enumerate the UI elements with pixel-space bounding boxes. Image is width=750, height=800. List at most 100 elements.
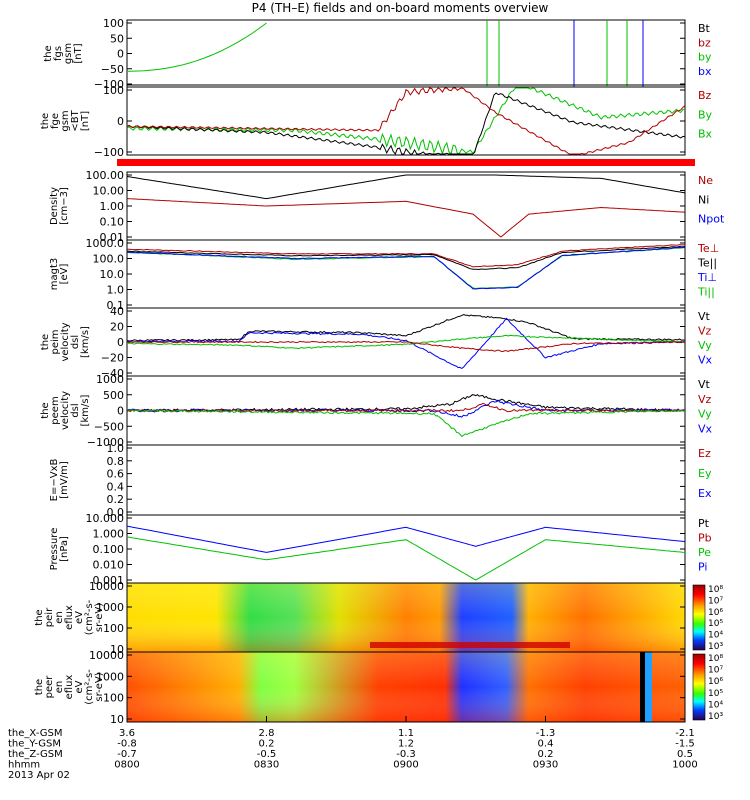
y-axis-label-part: [nT]	[73, 43, 84, 63]
colorbar-label: 10⁵	[708, 689, 723, 699]
y-tick-label: 1.0	[107, 284, 125, 297]
legend-entry: Vx	[698, 354, 713, 367]
y-axis-label-part: (cm²-s-	[84, 669, 95, 705]
y-tick-label: 1000	[96, 601, 124, 614]
y-axis-label-part: [nPa]	[59, 536, 70, 562]
x-tick-label: 0.5	[677, 749, 693, 760]
y-axis-label-part: [nT]	[80, 111, 91, 131]
x-tick-label: -0.8	[117, 739, 137, 750]
x-tick-label: -0.5	[257, 749, 277, 760]
y-axis-label-part: eflux	[64, 675, 75, 700]
trace-temp-0	[127, 244, 686, 268]
x-tick-label: 0900	[393, 760, 418, 771]
y-axis-label-part: eV	[74, 611, 85, 624]
x-tick-label: 0.4	[538, 739, 554, 750]
y-axis-label-part: the	[40, 334, 51, 350]
x-tick-label: 0930	[533, 760, 558, 771]
y-tick-label: 1.000	[93, 528, 125, 541]
legend-entry: Pb	[698, 532, 712, 545]
y-tick-label: 50	[110, 32, 124, 45]
y-axis-label-part: sr-eV)	[94, 603, 105, 632]
y-axis-label-part: dsl	[70, 403, 81, 417]
colorbar-peir	[692, 584, 706, 651]
y-axis-label-part: [cm−3]	[59, 187, 70, 225]
y-tick-label: 1000	[96, 670, 124, 683]
colorbar-label: 10⁸	[708, 585, 723, 595]
trace-peim-1	[126, 317, 686, 369]
y-tick-label: 0	[117, 115, 124, 128]
y-tick-label: 100	[103, 84, 124, 97]
y-tick-label: 100.00	[86, 169, 125, 182]
y-axis-label-part: <BT	[70, 109, 81, 131]
y-axis-label: Pressure[nPa]	[49, 528, 70, 571]
legend-entry: Bt	[698, 22, 711, 35]
y-tick-label: 10.0	[100, 268, 125, 281]
x-tick-label: -0.3	[396, 749, 416, 760]
y-tick-label: 1.00	[100, 200, 125, 213]
y-axis-label-part: gsm	[63, 43, 74, 64]
x-tick-label: 3.6	[119, 728, 135, 739]
y-axis-label: Density[cm−3]	[49, 187, 70, 225]
trace-temp-2	[126, 247, 686, 290]
y-tick-label: 0.0	[107, 506, 125, 519]
y-tick-label: −20	[101, 352, 124, 365]
y-tick-label: 10	[110, 713, 124, 726]
trace-peim-3	[126, 340, 686, 353]
y-axis-label: thepeimvelocitydsl[km/s]	[40, 322, 91, 361]
panel-frame	[126, 86, 686, 156]
trace-peim-2	[126, 334, 686, 350]
y-tick-label: 0	[117, 336, 124, 349]
legend-entry: Ti||	[697, 286, 715, 299]
y-tick-label: 100.0	[93, 253, 125, 266]
legend-entry: Ez	[698, 447, 711, 460]
y-axis-label-part: [eV]	[59, 264, 70, 285]
y-tick-label: 0	[117, 405, 124, 418]
legend-entry: Pe	[698, 546, 711, 559]
y-axis-label: thepeemvelocitydsl[km/s]	[40, 391, 91, 430]
legend-entry: by	[698, 51, 712, 64]
trace-Bt	[126, 92, 686, 155]
y-tick-label: 40	[110, 305, 124, 318]
bottom-axis-row-label: the_Z-GSM	[8, 749, 63, 760]
y-axis-label-part: (cm²-s-	[84, 599, 95, 635]
y-tick-label: 0.2	[107, 493, 125, 506]
separator-bar	[117, 159, 695, 166]
colorbar-label: 10⁶	[708, 677, 723, 687]
legend-entry: Ey	[698, 467, 712, 480]
trace-By	[126, 87, 686, 156]
y-axis-label-part: the	[34, 609, 45, 625]
legend-entry: Ni	[698, 193, 709, 206]
y-tick-label: 10.000	[86, 512, 125, 525]
colorbar-label: 10⁸	[708, 654, 723, 664]
y-axis-label: thepeirenefluxeV(cm²-s-sr-eV)	[34, 599, 105, 635]
spectrogram-shading	[127, 652, 685, 722]
colorbar-label: 10³	[708, 712, 723, 722]
trace-peem-2	[126, 402, 685, 413]
legend-entry: Te||	[697, 257, 717, 270]
legend-entry: Vz	[698, 393, 712, 406]
y-tick-label: 0.100	[93, 543, 125, 556]
trace-Ni	[126, 174, 686, 200]
colorbar-label: 10⁴	[708, 700, 723, 710]
panel-frame	[126, 514, 686, 584]
legend-entry: Vy	[698, 339, 712, 352]
y-axis-label-part: Pressure	[49, 528, 60, 571]
x-tick-label: -0.7	[117, 749, 137, 760]
y-tick-label: 10.00	[93, 185, 125, 198]
trace-Pi	[126, 525, 686, 553]
bottom-axis-row-label: the_Y-GSM	[8, 739, 61, 750]
x-tick-label: 1.2	[398, 739, 414, 750]
y-axis-label-part: [km/s]	[80, 394, 91, 426]
panel-efield: 1.00.80.60.40.20.0 E=−VxB[mV/m] Ez Ey Ex	[49, 442, 712, 519]
y-axis-label: thefgegsm<BT[nT]	[40, 109, 91, 131]
y-tick-label: −50	[101, 63, 124, 76]
y-axis-label-part: the	[40, 402, 51, 418]
y-axis-label: thefgsgsm[nT]	[43, 43, 84, 64]
trace-by	[127, 22, 267, 72]
y-axis-label-part: peir	[44, 607, 55, 627]
y-axis-label-part: [km/s]	[80, 326, 91, 358]
colorbar-label: 10⁷	[708, 596, 723, 606]
x-tick-label: -1.3	[536, 728, 556, 739]
y-tick-label: −40	[101, 367, 124, 380]
